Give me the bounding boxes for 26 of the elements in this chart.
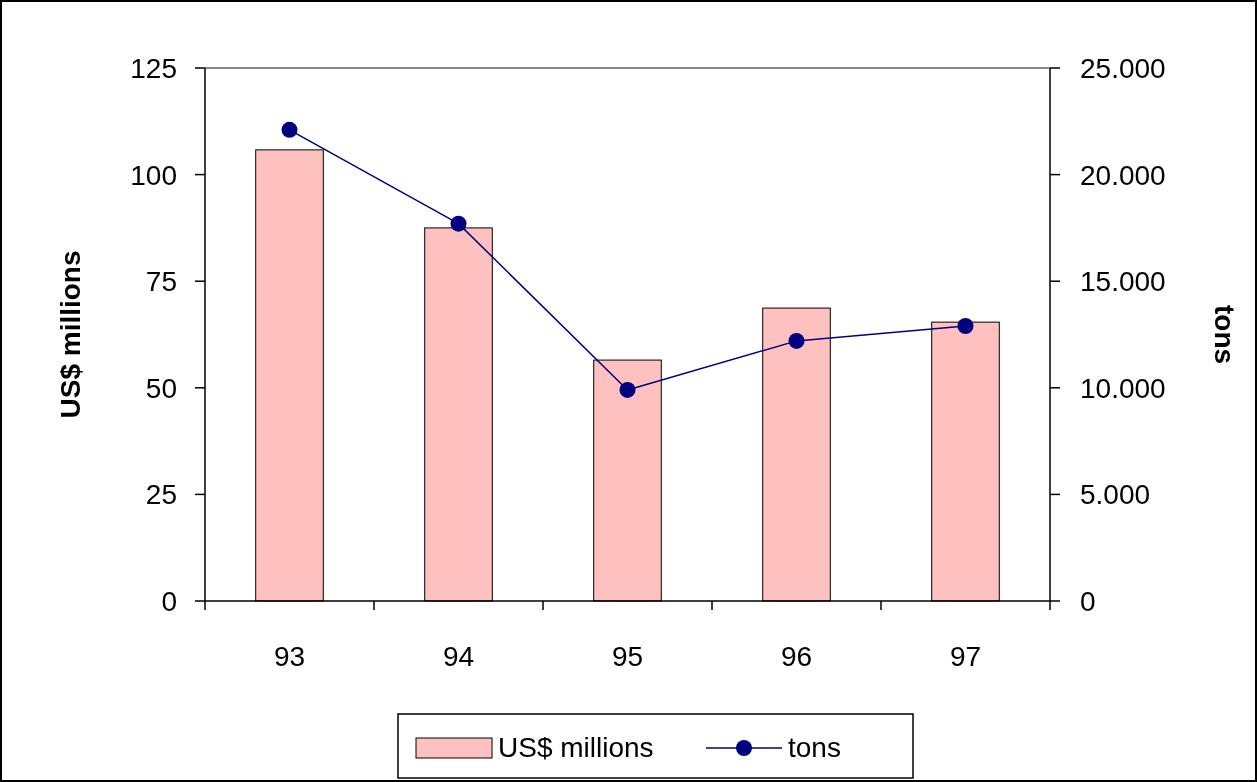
y2-tick-label: 10.000 xyxy=(1080,372,1166,404)
point xyxy=(788,332,805,349)
x-tick-label: 96 xyxy=(780,641,813,672)
x-tick-label: 94 xyxy=(442,641,475,672)
y-tick-label: 100 xyxy=(130,159,177,191)
y2-axis-title: tons xyxy=(1209,304,1240,365)
y2-tick-label: 20.000 xyxy=(1080,159,1166,191)
x-tick-label: 95 xyxy=(611,641,644,672)
y2-tick-label: 5.000 xyxy=(1080,479,1151,511)
y2-tick-label: 25.000 xyxy=(1080,53,1166,84)
legend-label: US$ millions xyxy=(498,732,654,763)
point xyxy=(281,121,298,138)
legend-label: tons xyxy=(788,732,841,763)
x-tick-label: 93 xyxy=(273,641,306,672)
x-tick-label: 97 xyxy=(949,641,982,672)
y-tick-label: 125 xyxy=(130,53,177,84)
y-tick-label: 0 xyxy=(161,586,177,617)
point xyxy=(619,381,636,398)
y2-tick-label: 0 xyxy=(1080,586,1096,617)
y2-tick-label: 15.000 xyxy=(1080,266,1166,298)
y-tick-label: 25 xyxy=(145,479,177,511)
y-axis-title: US$ millions xyxy=(55,250,86,419)
point xyxy=(957,317,974,334)
y-tick-label: 75 xyxy=(145,266,177,298)
y-tick-label: 50 xyxy=(145,372,177,404)
point xyxy=(450,215,467,232)
